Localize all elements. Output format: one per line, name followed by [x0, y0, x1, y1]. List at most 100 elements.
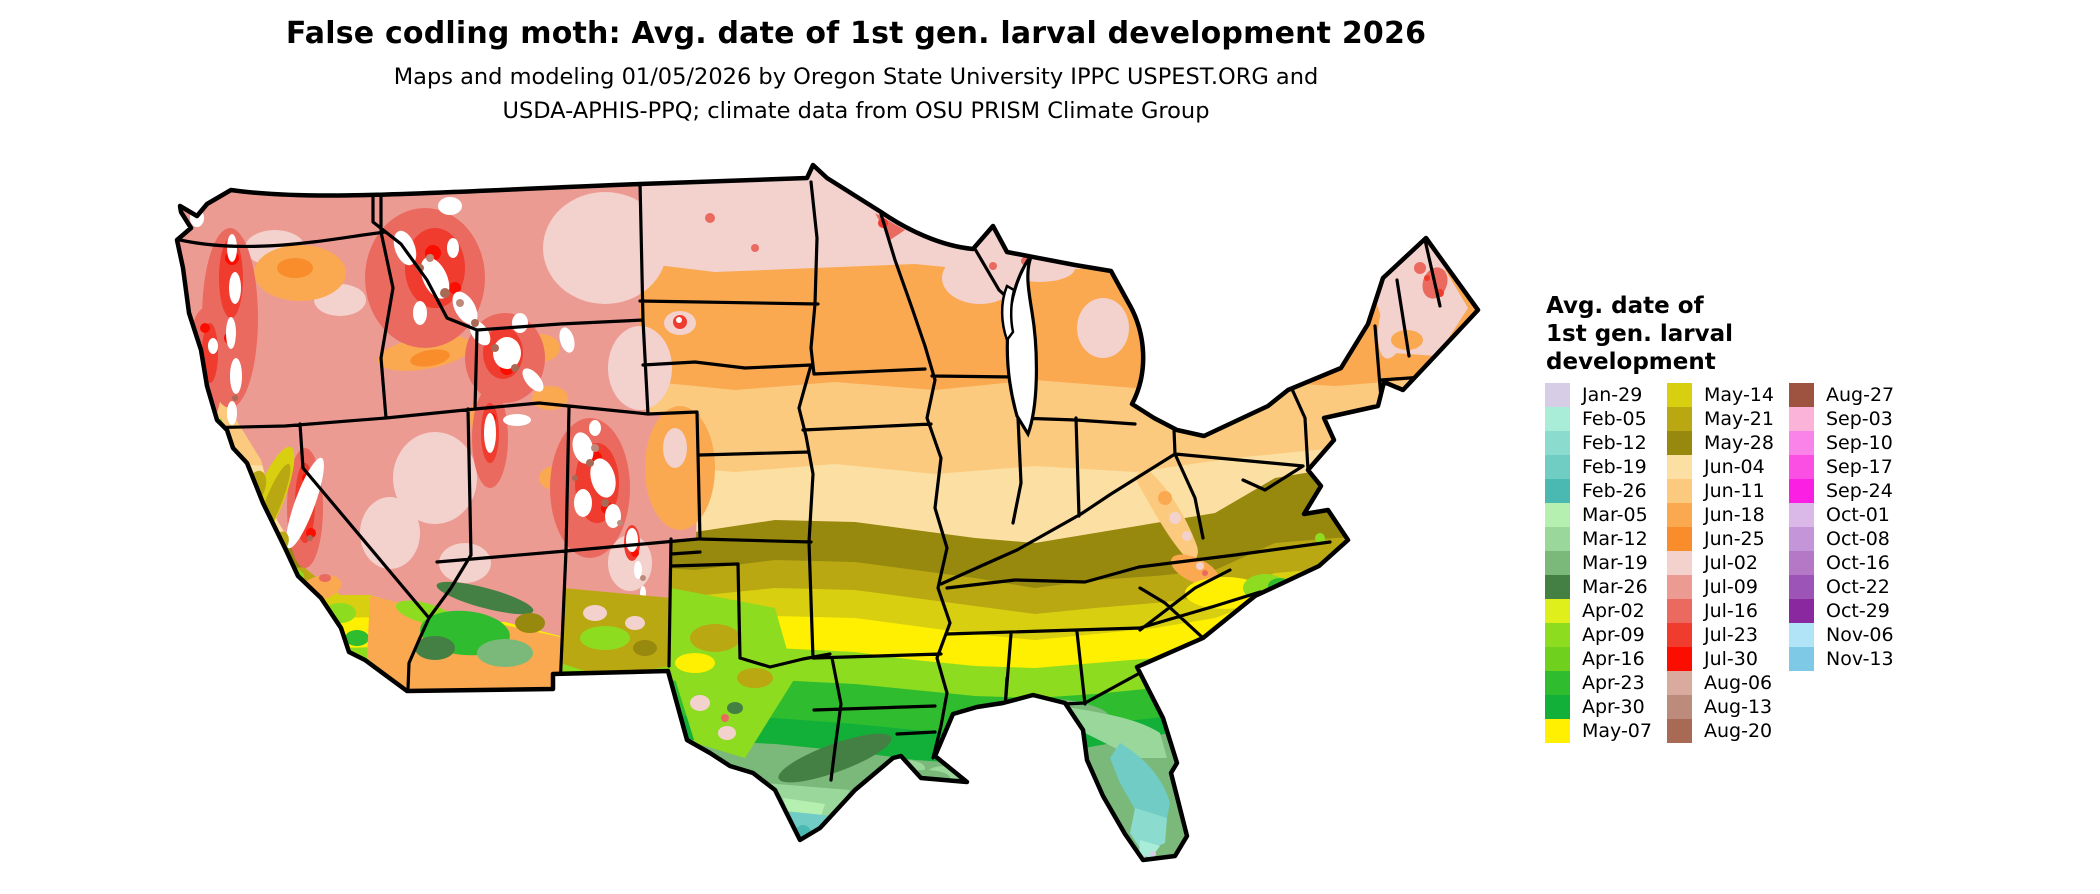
legend-swatch	[1545, 383, 1570, 407]
legend-entry-label: Sep-03	[1826, 408, 1893, 430]
adirondacks-red	[1300, 348, 1310, 358]
legend-entry-label: Aug-27	[1826, 384, 1895, 406]
legend-entry: Feb-26	[1545, 479, 1667, 503]
legend-entry: Oct-16	[1789, 551, 1894, 575]
legend-entry-label: Feb-05	[1582, 408, 1647, 430]
legend-entry-label: May-14	[1704, 384, 1774, 406]
legend-swatch	[1667, 455, 1692, 479]
legend-entry: Feb-12	[1545, 431, 1667, 455]
legend-entry-label: Mar-26	[1582, 576, 1648, 598]
legend-entry-label: Jul-23	[1704, 624, 1758, 646]
legend-swatch	[1667, 671, 1692, 695]
legend-entry-label: Feb-12	[1582, 432, 1647, 454]
legend-entry: Apr-09	[1545, 623, 1667, 647]
legend-entry-label: Jan-29	[1582, 384, 1643, 406]
orange-patch	[645, 406, 715, 530]
legend-entry-label: Oct-22	[1826, 576, 1890, 598]
pink-patch	[360, 497, 420, 569]
green-bay	[1000, 284, 1016, 343]
legend-swatch	[1667, 695, 1692, 719]
legend-entry: Sep-03	[1789, 407, 1894, 431]
legend-entry-label: May-28	[1704, 432, 1774, 454]
adirondacks-red	[1314, 327, 1326, 339]
legend-swatch	[1789, 623, 1814, 647]
legend-entry: May-21	[1667, 407, 1789, 431]
socal-patch	[345, 630, 369, 646]
legend-column: Aug-27 Sep-03 Sep-10 Sep-17 Sep-24 Oct-01 Oct-…	[1789, 383, 1894, 743]
legend-entry: May-07	[1545, 719, 1667, 743]
maine-red	[1414, 262, 1426, 274]
fl-teal	[1110, 743, 1170, 828]
legend-entry-label: Feb-19	[1582, 456, 1647, 478]
legend-entry-label: Jun-11	[1704, 480, 1765, 502]
nm-olive	[633, 640, 657, 656]
legend-entry-label: Oct-08	[1826, 528, 1890, 550]
legend-swatch	[1667, 623, 1692, 647]
legend-swatch	[1667, 527, 1692, 551]
legend-swatch	[1667, 551, 1692, 575]
legend-swatch	[1667, 407, 1692, 431]
wtx-olive	[737, 668, 773, 688]
legend-swatch	[1789, 575, 1814, 599]
legend-entry: Aug-20	[1667, 719, 1789, 743]
state-borders	[178, 180, 1442, 782]
legend-swatch	[1667, 719, 1692, 743]
nm-pink	[583, 605, 607, 621]
appalachian-orange	[1158, 491, 1172, 505]
legend-entry-label: Jun-04	[1704, 456, 1765, 478]
legend-entry-label: Aug-06	[1704, 672, 1773, 694]
legend-entry-label: Apr-23	[1582, 672, 1645, 694]
legend-entry-label: May-21	[1704, 408, 1774, 430]
legend-entry: Apr-23	[1545, 671, 1667, 695]
legend-entry-label: Mar-05	[1582, 504, 1648, 526]
legend-entry: Apr-02	[1545, 599, 1667, 623]
az-olive	[515, 613, 545, 633]
legend-columns: Jan-29 Feb-05 Feb-12 Feb-19 Feb-26 Mar-05 Mar-…	[1545, 383, 1894, 743]
legend-entry: Jul-09	[1667, 575, 1789, 599]
wtx-olive	[690, 624, 740, 652]
legend-entry-label: Jul-30	[1704, 648, 1758, 670]
legend-entry-label: Apr-09	[1582, 624, 1645, 646]
legend-swatch	[1545, 671, 1570, 695]
pink-patch	[393, 432, 477, 524]
us-map-svg	[174, 162, 1481, 863]
legend-entry-label: Apr-30	[1582, 696, 1645, 718]
legend-entry: Nov-06	[1789, 623, 1894, 647]
legend-entry-label: Oct-29	[1826, 600, 1890, 622]
legend-entry-label: Mar-12	[1582, 528, 1648, 550]
legend-title-line: development	[1546, 349, 1716, 375]
legend-swatch	[1789, 551, 1814, 575]
orange-patch	[277, 258, 313, 278]
legend-swatch	[1789, 503, 1814, 527]
wtx-pink	[690, 695, 710, 711]
legend-entry-label: Nov-06	[1826, 624, 1894, 646]
legend-entry-label: Jun-25	[1704, 528, 1765, 550]
legend-swatch	[1667, 647, 1692, 671]
az-green	[415, 636, 455, 660]
legend-entry: Feb-05	[1545, 407, 1667, 431]
legend-swatch	[1789, 431, 1814, 455]
wtx-darkgreen	[727, 702, 743, 714]
legend-swatch	[1789, 599, 1814, 623]
legend-entry: Aug-27	[1789, 383, 1894, 407]
legend-swatch	[1789, 647, 1814, 671]
legend-entry-label: Jun-18	[1704, 504, 1765, 526]
legend-entry: Jun-11	[1667, 479, 1789, 503]
us-outline	[174, 162, 1481, 863]
wtx-yellow	[675, 653, 715, 673]
legend-swatch	[1667, 431, 1692, 455]
legend-swatch	[1789, 407, 1814, 431]
legend-column: May-14 May-21 May-28 Jun-04 Jun-11 Jun-18 Jun-…	[1667, 383, 1789, 743]
appalachian-pink	[1169, 512, 1181, 524]
legend-entry-label: Sep-17	[1826, 456, 1893, 478]
nm-pink	[625, 616, 645, 630]
legend-entry-label: Jul-16	[1704, 600, 1758, 622]
pa-pink	[1235, 395, 1259, 411]
legend-entry-label: May-07	[1582, 720, 1652, 742]
smokies-red	[1202, 570, 1208, 576]
legend-entry: Sep-10	[1789, 431, 1894, 455]
legend-title-line: 1st gen. larval	[1546, 321, 1734, 347]
legend-swatch	[1545, 599, 1570, 623]
legend-entry: Aug-13	[1667, 695, 1789, 719]
legend-swatch	[1667, 503, 1692, 527]
